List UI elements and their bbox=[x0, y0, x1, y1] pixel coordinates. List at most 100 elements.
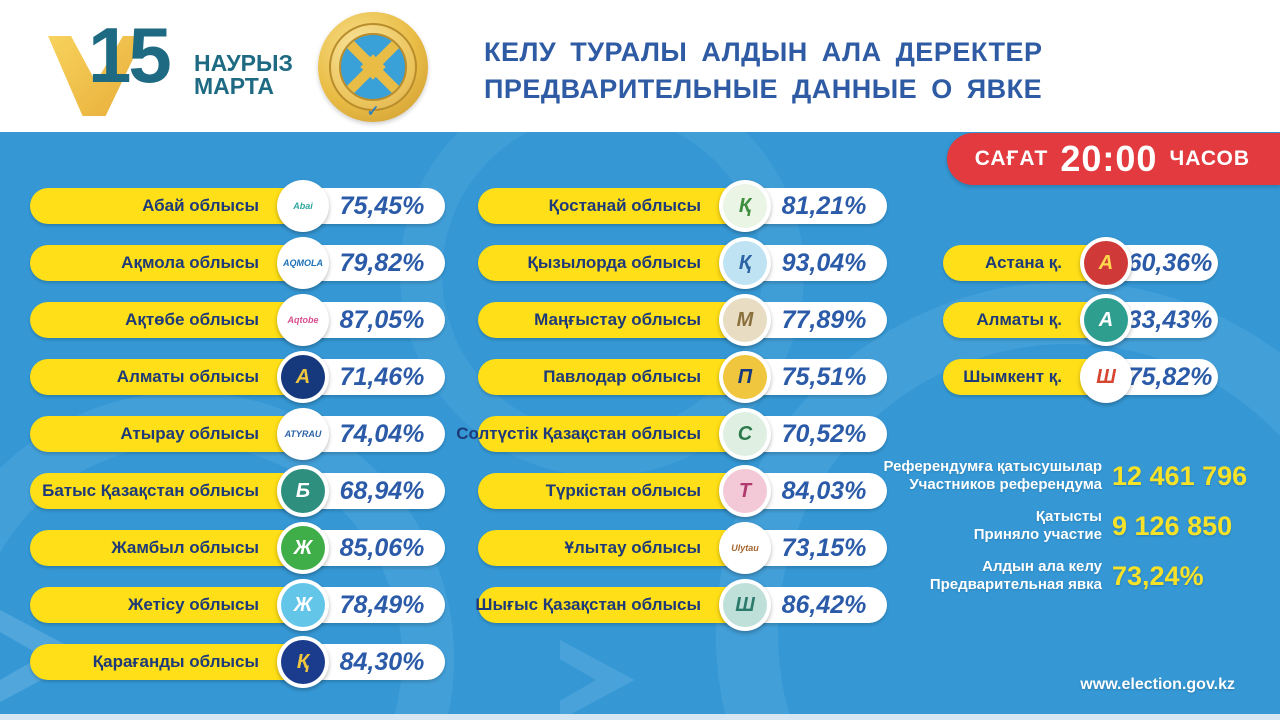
turnout-value: 73,15% bbox=[781, 533, 867, 562]
region-name-pill: Батыс Қазақстан облысы bbox=[30, 473, 307, 509]
region-name-pill: Алматы облысы bbox=[30, 359, 307, 395]
west-kazakhstan-region-emblem-icon: Б bbox=[277, 465, 329, 517]
time-badge: САҒАТ 20:00 ЧАСОВ bbox=[946, 133, 1280, 185]
turnout-value: 84,30% bbox=[339, 647, 425, 676]
region-name: Ұлытау облысы bbox=[564, 538, 701, 557]
turnout-value: 75,45% bbox=[339, 191, 425, 220]
shanyrak-ornament-icon bbox=[339, 33, 407, 101]
region-row: Шымкент қ. 75,82% Ш bbox=[943, 351, 1218, 403]
aqmola-region-emblem-icon: AQMOLA bbox=[277, 237, 329, 289]
region-row: Қызылорда облысы 93,04% Қ bbox=[478, 237, 887, 289]
region-row: Батыс Қазақстан облысы 68,94% Б bbox=[30, 465, 445, 517]
turnout-value: 78,49% bbox=[339, 590, 425, 619]
region-name: Шығыс Қазақстан облысы bbox=[475, 595, 701, 614]
region-name: Батыс Қазақстан облысы bbox=[42, 481, 259, 500]
region-name-pill: Солтүстік Қазақстан облысы bbox=[456, 416, 749, 452]
region-name-pill: Ақмола облысы bbox=[30, 245, 307, 281]
region-name: Қостанай облысы bbox=[548, 196, 701, 215]
emblem-checkmark-icon: ✓ bbox=[366, 103, 380, 120]
region-name: Ақмола облысы bbox=[121, 253, 259, 272]
mangystau-region-emblem-icon: М bbox=[719, 294, 771, 346]
region-name: Солтүстік Қазақстан облысы bbox=[456, 424, 701, 443]
turnout-value: 86,42% bbox=[781, 590, 867, 619]
turnout-value: 75,51% bbox=[781, 362, 867, 391]
abai-region-emblem-icon: Abai bbox=[277, 180, 329, 232]
region-name-pill: Павлодар облысы bbox=[478, 359, 749, 395]
region-name: Қызылорда облысы bbox=[527, 253, 701, 272]
region-name-pill: Қостанай облысы bbox=[478, 188, 749, 224]
region-name: Жетісу облысы bbox=[127, 595, 259, 614]
region-row: Жамбыл облысы 85,06% Ж bbox=[30, 522, 445, 574]
region-row: Солтүстік Қазақстан облысы 70,52% С bbox=[456, 408, 887, 460]
time-prefix: САҒАТ bbox=[974, 147, 1049, 170]
totals-block: Референдумға қатысушылар Участников рефе… bbox=[868, 458, 1258, 594]
region-name-pill: Қарағанды облысы bbox=[30, 644, 307, 680]
almaty-city-emblem-icon: А bbox=[1080, 294, 1132, 346]
turnout-value: 33,43% bbox=[1127, 305, 1213, 334]
turnout-value: 85,06% bbox=[339, 533, 425, 562]
ulytau-region-emblem-icon: Ulytau bbox=[719, 522, 771, 574]
region-row: Маңғыстау облысы 77,89% М bbox=[478, 294, 887, 346]
stat-label-kk: Референдумға қатысушылар bbox=[883, 458, 1102, 475]
stat-value: 12 461 796 bbox=[1112, 460, 1248, 491]
turnout-value: 77,89% bbox=[781, 305, 867, 334]
region-name: Астана қ. bbox=[985, 253, 1062, 272]
logo-number: 15 bbox=[88, 11, 172, 99]
region-row: Атырау облысы 74,04% ATYRAU bbox=[30, 408, 445, 460]
turnout-value: 75,82% bbox=[1127, 362, 1213, 391]
time-value: 20:00 bbox=[1060, 138, 1158, 179]
region-name-pill: Ұлытау облысы bbox=[478, 530, 749, 566]
region-row: Түркістан облысы 84,03% Т bbox=[478, 465, 887, 517]
region-row: Алматы облысы 71,46% А bbox=[30, 351, 445, 403]
turnout-value: 81,21% bbox=[781, 191, 867, 220]
turnout-value: 79,82% bbox=[339, 248, 425, 277]
region-name-pill: Ақтөбе облысы bbox=[30, 302, 307, 338]
stat-value: 73,24% bbox=[1112, 560, 1204, 591]
region-row: Ақмола облысы 79,82% AQMOLA bbox=[30, 237, 445, 289]
turnout-value: 84,03% bbox=[781, 476, 867, 505]
stat-took-part: Қатысты Приняло участие 9 126 850 bbox=[868, 508, 1258, 544]
region-name-pill: Қызылорда облысы bbox=[478, 245, 749, 281]
almaty-region-emblem-icon: А bbox=[277, 351, 329, 403]
turkistan-region-emblem-icon: Т bbox=[719, 465, 771, 517]
astana-city-emblem-icon: А bbox=[1080, 237, 1132, 289]
stat-label-ru: Предварительная явка bbox=[929, 576, 1102, 593]
stat-participants: Референдумға қатысушылар Участников рефе… bbox=[868, 458, 1258, 494]
stat-value: 9 126 850 bbox=[1112, 510, 1233, 541]
region-name-pill: Жетісу облысы bbox=[30, 587, 307, 623]
region-row: Алматы қ. 33,43% А bbox=[943, 294, 1218, 346]
region-name: Жамбыл облысы bbox=[111, 538, 259, 557]
kostanay-region-emblem-icon: Қ bbox=[719, 180, 771, 232]
turnout-value: 71,46% bbox=[339, 362, 425, 391]
stat-label-ru: Участников референдума bbox=[909, 476, 1102, 493]
region-row: Абай облысы 75,45% Abai bbox=[30, 180, 445, 232]
kyzylorda-region-emblem-icon: Қ bbox=[719, 237, 771, 289]
stat-label-kk: Қатысты bbox=[1035, 508, 1102, 525]
turnout-value: 60,36% bbox=[1127, 248, 1213, 277]
regions-column-left: Абай облысы 75,45% Abai Ақмола облысы 79… bbox=[30, 180, 445, 701]
region-row: Павлодар облысы 75,51% П bbox=[478, 351, 887, 403]
page-title: КЕЛУ ТУРАЛЫ АЛДЫН АЛА ДЕРЕКТЕР ПРЕДВАРИТ… bbox=[484, 34, 1043, 108]
turnout-value: 70,52% bbox=[781, 419, 867, 448]
region-name: Шымкент қ. bbox=[963, 367, 1062, 386]
region-name: Ақтөбе облысы bbox=[125, 310, 259, 329]
turnout-value: 74,04% bbox=[339, 419, 425, 448]
region-name: Абай облысы bbox=[142, 196, 259, 215]
atyrau-region-emblem-icon: ATYRAU bbox=[277, 408, 329, 460]
time-suffix: ЧАСОВ bbox=[1169, 147, 1250, 170]
website-link[interactable]: www.election.gov.kz bbox=[1080, 676, 1235, 693]
title-line-kk: КЕЛУ ТУРАЛЫ АЛДЫН АЛА ДЕРЕКТЕР bbox=[484, 37, 1043, 67]
logo-month-kk: НАУРЫЗ bbox=[194, 50, 293, 76]
background-chevron bbox=[560, 640, 635, 714]
zhetisu-region-emblem-icon: Ж bbox=[277, 579, 329, 631]
region-name-pill: Абай облысы bbox=[30, 188, 307, 224]
turnout-value: 87,05% bbox=[339, 305, 425, 334]
region-name: Түркістан облысы bbox=[545, 481, 701, 500]
turnout-value: 93,04% bbox=[781, 248, 867, 277]
north-kazakhstan-region-emblem-icon: С bbox=[719, 408, 771, 460]
zhambyl-region-emblem-icon: Ж bbox=[277, 522, 329, 574]
region-row: Қостанай облысы 81,21% Қ bbox=[478, 180, 887, 232]
cities-column: Астана қ. 60,36% А Алматы қ. 33,43% А Шы… bbox=[943, 237, 1218, 416]
stat-turnout: Алдын ала келу Предварительная явка 73,2… bbox=[868, 558, 1258, 594]
